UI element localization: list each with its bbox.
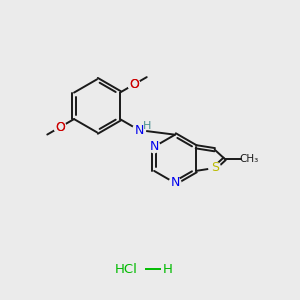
Text: N: N [149,140,159,153]
Text: N: N [134,124,144,136]
Circle shape [133,124,145,136]
Text: O: O [55,121,65,134]
Text: O: O [129,78,139,91]
Circle shape [54,121,66,133]
Text: O: O [55,121,65,134]
Text: S: S [211,161,219,175]
Circle shape [54,121,66,133]
Text: H: H [163,263,172,276]
Circle shape [128,79,140,90]
Text: HCl: HCl [115,263,138,276]
Circle shape [148,141,160,153]
Text: N: N [170,176,180,190]
Circle shape [209,162,220,174]
Text: CH₃: CH₃ [239,154,259,164]
Text: O: O [129,78,139,91]
Circle shape [169,177,181,189]
Circle shape [133,124,146,136]
Text: H: H [143,121,152,131]
Circle shape [128,79,140,90]
